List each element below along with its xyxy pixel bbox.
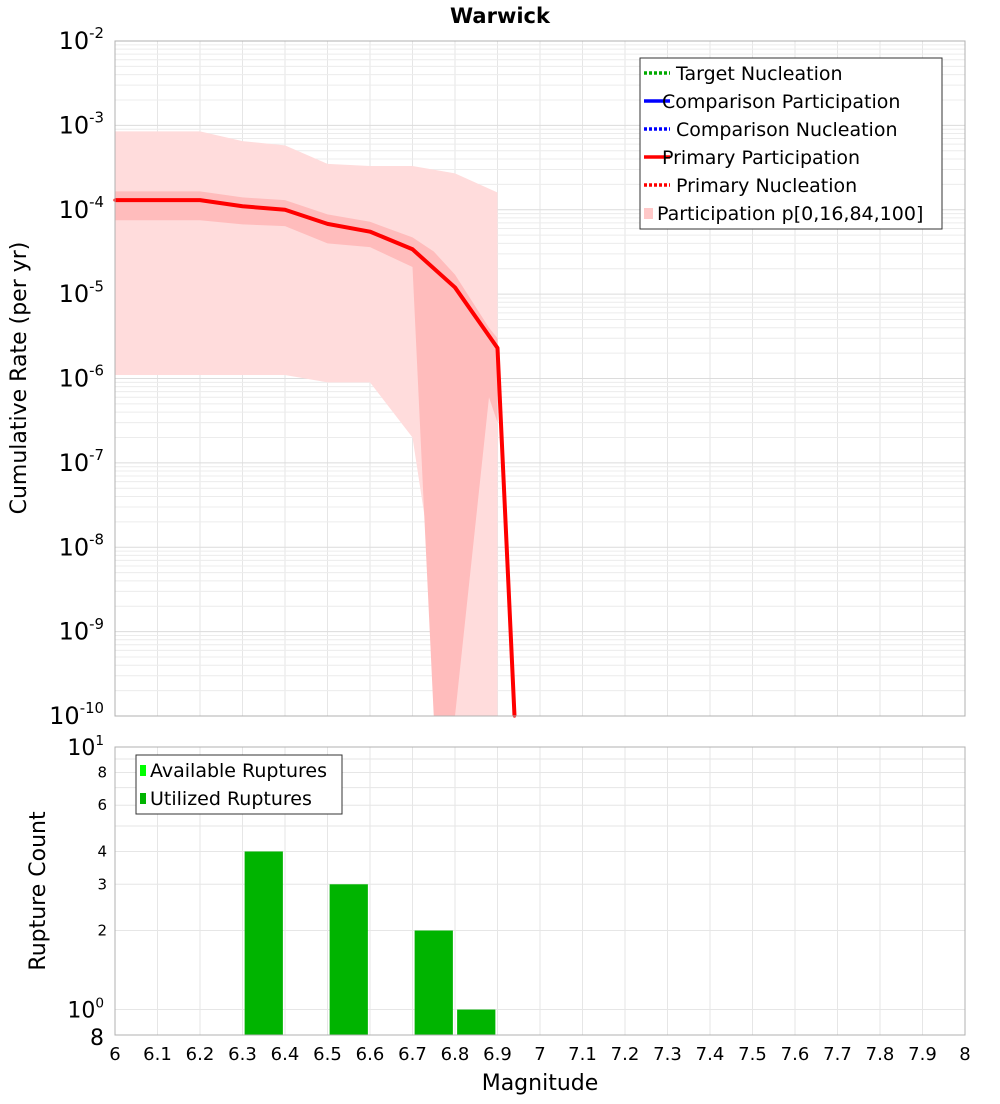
y-tick-label: 10-9 [59,615,104,646]
rate-point [198,198,202,202]
legend-swatch [140,765,146,776]
x-axis-label: Magnitude [482,1071,599,1096]
rupture-bars [244,851,496,1035]
percentile-bands [115,131,498,717]
legend-label: Participation p[0,16,84,100] [657,203,923,225]
legend-label: Comparison Participation [662,91,900,113]
y-tick-label: 10-3 [59,109,104,140]
rate-point [240,204,245,208]
top-plot-frame [114,40,966,717]
x-tick-label: 6.5 [313,1044,342,1065]
top-y-axis-label: Cumulative Rate (per yr) [7,242,32,515]
x-tick-label: 6.2 [186,1044,215,1065]
x-tick-label: 7.5 [738,1044,767,1065]
legend-box [135,754,343,815]
y-tick-label: 10-10 [49,699,104,730]
percentile-band [115,131,498,717]
rate-point [495,346,500,350]
y-tick-label: 10-7 [59,446,104,477]
rupture-bar [414,930,453,1035]
rupture-bar [244,851,283,1035]
rate-point [453,285,457,290]
x-tick-label: 7.4 [696,1044,725,1065]
y-tick-label: 10-2 [59,24,104,55]
primary-participation-line [115,198,517,717]
legend-label: Comparison Nucleation [676,119,898,141]
legend-box [639,57,943,230]
x-tick-label: 6.9 [483,1044,512,1065]
rate-point [368,230,372,234]
x-tick-label: 7 [534,1044,545,1065]
bottom-y-axis-label: Rupture Count [26,811,51,971]
bottom-plot-frame [114,746,966,1036]
legend-label: Primary Participation [662,147,860,169]
x-tick-label: 7.3 [653,1044,682,1065]
y-tick-label: 10-5 [59,277,104,308]
rupture-bar [457,1009,496,1035]
chart-title: Warwick [450,4,551,28]
x-tick-label: 6 [109,1044,120,1065]
top-y-tick-labels: 10-2 10-3 10-4 10-5 10-6 10-7 10-8 10-9 10-10 [49,24,104,730]
x-tick-label: 7.6 [781,1044,810,1065]
x-tick-label: 8 [959,1044,970,1065]
rate-point [325,222,330,226]
rate-point [283,208,287,212]
rupture-bar [329,884,368,1035]
x-tick-label: 6.3 [228,1044,257,1065]
x-tick-labels: 6 6.1 6.2 6.3 6.4 6.5 6.6 6.7 6.8 6.9 7 7.1 7.2 7.3 7.… [109,1044,970,1065]
rate-lines [113,198,517,718]
x-tick-label: 6.1 [143,1044,172,1065]
y-tick-label: 8 [97,763,107,781]
legend-label: Available Ruptures [150,760,327,782]
y-tick-label: 8 [90,1026,104,1051]
legend-swatch [644,208,653,219]
x-tick-label: 6.6 [356,1044,385,1065]
y-tick-label: 4 [97,842,107,860]
legend-label: Target Nucleation [675,63,843,85]
legend-swatch [140,793,146,804]
legend-label: Utilized Ruptures [150,788,312,810]
bottom-legend: Available Ruptures Utilized Ruptures [135,754,343,815]
y-tick-label: 2 [97,922,107,940]
x-tick-label: 7.7 [823,1044,852,1065]
percentile-band [115,191,498,717]
x-tick-label: 6.7 [398,1044,427,1065]
x-tick-label: 6.4 [271,1044,300,1065]
rate-point [410,247,415,251]
x-tick-label: 6.8 [441,1044,470,1065]
x-tick-label: 7.1 [568,1044,597,1065]
y-tick-label: 3 [97,875,107,893]
x-tick-label: 7.8 [866,1044,895,1065]
y-tick-label: 10-8 [59,530,104,561]
x-tick-label: 7.9 [908,1044,937,1065]
y-tick-label: 101 [67,733,104,761]
y-tick-label: 10-6 [59,362,104,393]
y-tick-label: 10-4 [59,193,104,224]
y-tick-label: 100 [67,996,104,1024]
top-legend: Target Nucleation Comparison Participatio… [639,57,943,230]
legend-label: Primary Nucleation [676,175,857,197]
x-tick-label: 7.2 [611,1044,640,1065]
y-tick-label: 6 [97,796,107,814]
